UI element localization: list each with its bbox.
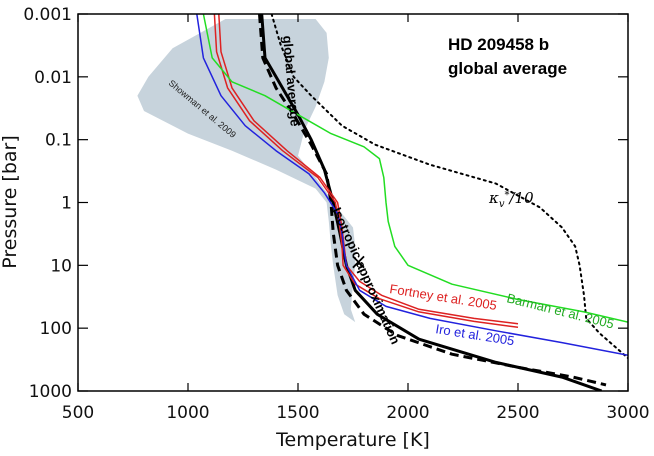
- y-tick-label: 0.1: [45, 131, 72, 151]
- kappa-superscript: *: [505, 190, 510, 201]
- series-line-2: [270, 14, 628, 360]
- chart-title: HD 209458 b: [448, 35, 549, 54]
- x-axis-title: Temperature [K]: [275, 429, 430, 451]
- axis-ticks: 500 1000 1500 2000 2500 30000.0010.010.111010…: [23, 5, 649, 423]
- series-line-6: [196, 14, 628, 357]
- kappa-symbol: κ: [488, 189, 499, 207]
- x-tick-label: 1500: [276, 403, 319, 423]
- y-tick-label: 1000: [29, 382, 72, 402]
- y-tick-label: 0.01: [34, 68, 72, 88]
- y-tick-label: 10: [50, 256, 72, 276]
- x-tick-label: 2000: [386, 403, 429, 423]
- showman-2009-shaded-region: [137, 19, 356, 323]
- kappa-suffix: /10: [508, 189, 535, 207]
- kappa-label: κv*/10: [488, 189, 534, 210]
- x-tick-label: 500: [62, 403, 94, 423]
- y-tick-label: 1: [61, 194, 72, 214]
- series-line-0: [260, 14, 603, 391]
- series-line-4: [213, 14, 519, 329]
- series-line-3: [218, 14, 519, 325]
- x-tick-label: 1000: [166, 403, 209, 423]
- series-line-1: [258, 14, 607, 387]
- x-tick-label: 3000: [606, 403, 649, 423]
- y-tick-label: 100: [40, 319, 72, 339]
- x-tick-label: 2500: [496, 403, 539, 423]
- chart-subtitle: global average: [448, 59, 567, 78]
- y-tick-label: 0.001: [23, 5, 72, 25]
- fortney-label: Fortney et al. 2005: [389, 281, 498, 313]
- y-axis-title: Pressure [bar]: [0, 135, 21, 269]
- barman-label: Barman et al. 2005: [505, 290, 615, 331]
- marker-x: ×: [349, 250, 367, 275]
- kappa-subscript: v: [499, 199, 505, 210]
- series-line-5: [202, 14, 628, 323]
- series-layer: [196, 14, 628, 391]
